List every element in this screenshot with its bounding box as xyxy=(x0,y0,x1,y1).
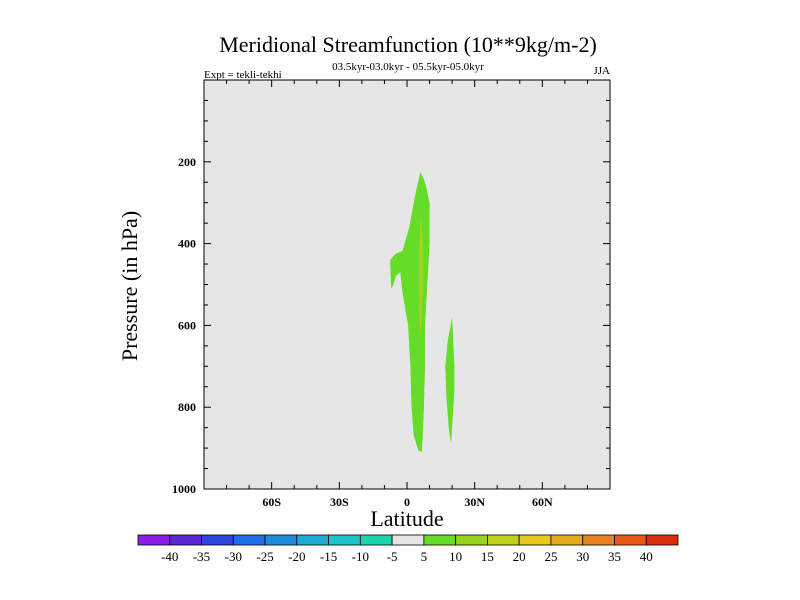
colorbar-box xyxy=(296,534,329,546)
y-tick-label: 600 xyxy=(178,318,196,332)
colorbar-label: -15 xyxy=(320,549,337,564)
y-tick-label: 400 xyxy=(178,237,196,251)
x-tick-label: 60S xyxy=(262,495,281,509)
colorbar-label: 30 xyxy=(576,549,589,564)
colorbar-label: 35 xyxy=(608,549,621,564)
colorbar-label: 25 xyxy=(544,549,557,564)
colorbar xyxy=(137,534,679,546)
x-tick-label: 0 xyxy=(404,495,410,509)
colorbar-box xyxy=(614,534,647,546)
colorbar-label: 15 xyxy=(481,549,494,564)
colorbar-label: 10 xyxy=(449,549,462,564)
contour-region-lower-cell-5-10 xyxy=(445,317,455,444)
colorbar-label: -40 xyxy=(161,549,178,564)
contour-regions xyxy=(390,172,455,453)
colorbar-label: -30 xyxy=(225,549,242,564)
x-tick-label: 60N xyxy=(532,495,553,509)
y-tick-label: 1000 xyxy=(172,482,196,496)
colorbar-label: -5 xyxy=(387,549,398,564)
colorbar-box xyxy=(645,534,679,546)
y-axis-label: Pressure (in hPa) xyxy=(117,211,142,361)
colorbar-box xyxy=(455,534,488,546)
y-tick-label: 800 xyxy=(178,400,196,414)
contour-region-core-10-15 xyxy=(419,215,423,334)
colorbar-box xyxy=(328,534,361,546)
x-axis-label: Latitude xyxy=(370,506,443,531)
colorbar-box xyxy=(550,534,584,546)
experiment-label: Expt = tekli-tekhi xyxy=(204,69,282,81)
colorbar-label: -10 xyxy=(352,549,369,564)
colorbar-box xyxy=(137,534,171,546)
colorbar-label: -20 xyxy=(288,549,305,564)
colorbar-box xyxy=(264,534,298,546)
colorbar-box xyxy=(201,534,234,546)
colorbar-box xyxy=(169,534,202,546)
chart-title: Meridional Streamfunction (10**9kg/m-2) xyxy=(219,32,597,57)
x-tick-label: 30N xyxy=(464,495,485,509)
colorbar-box xyxy=(391,534,425,546)
colorbar-box xyxy=(487,534,520,546)
y-tick-label: 200 xyxy=(178,155,196,169)
colorbar-label: -25 xyxy=(256,549,273,564)
colorbar-label: -35 xyxy=(193,549,210,564)
chart-subtitle: 03.5kyr-03.0kyr - 05.5kyr-05.0kyr xyxy=(332,61,484,73)
colorbar-box xyxy=(518,534,552,546)
colorbar-box xyxy=(423,534,457,546)
x-tick-labels: 60S 30S 0 30N 60N xyxy=(262,495,553,509)
axis-ticks xyxy=(204,80,610,490)
x-tick-label: 30S xyxy=(330,495,349,509)
colorbar-box xyxy=(359,534,393,546)
colorbar-labels: -40 -35 -30 -25 -20 -15 -10 -5 5 10 15 20 25 30 35 40 xyxy=(161,549,653,564)
season-label: JJA xyxy=(593,65,610,77)
y-tick-labels: 200 400 600 800 1000 xyxy=(172,155,196,496)
colorbar-box xyxy=(232,534,266,546)
colorbar-label: 20 xyxy=(513,549,526,564)
colorbar-label: 5 xyxy=(421,549,428,564)
colorbar-label: 40 xyxy=(640,549,653,564)
colorbar-box xyxy=(582,534,615,546)
